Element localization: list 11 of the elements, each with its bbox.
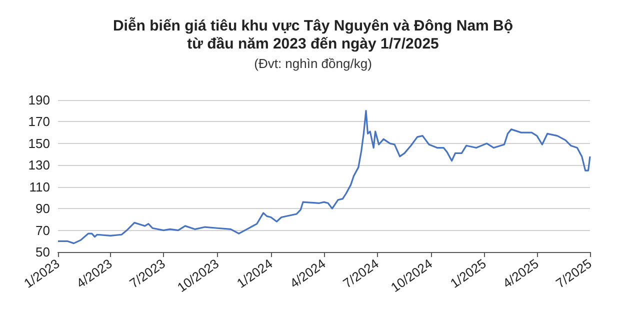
y-tick-label: 110 — [29, 179, 50, 194]
chart-title: Diễn biến giá tiêu khu vực Tây Nguyên và Đông Nam Bộ từ đầu năm 2023 đến ngày 1/7/2025 — [112, 16, 514, 52]
y-tick-label: 90 — [36, 201, 50, 216]
line-series — [57, 110, 591, 244]
y-tick-label: 150 — [28, 136, 50, 151]
y-tick-label: 130 — [28, 158, 50, 173]
y-tick-label: 190 — [28, 92, 50, 108]
y-tick-label: 50 — [36, 244, 50, 260]
y-tick-label: 170 — [28, 114, 50, 130]
y-tick-label: 70 — [36, 222, 50, 238]
chart-subtitle: (Đvt: nghìn đồng/kg) — [254, 56, 372, 71]
